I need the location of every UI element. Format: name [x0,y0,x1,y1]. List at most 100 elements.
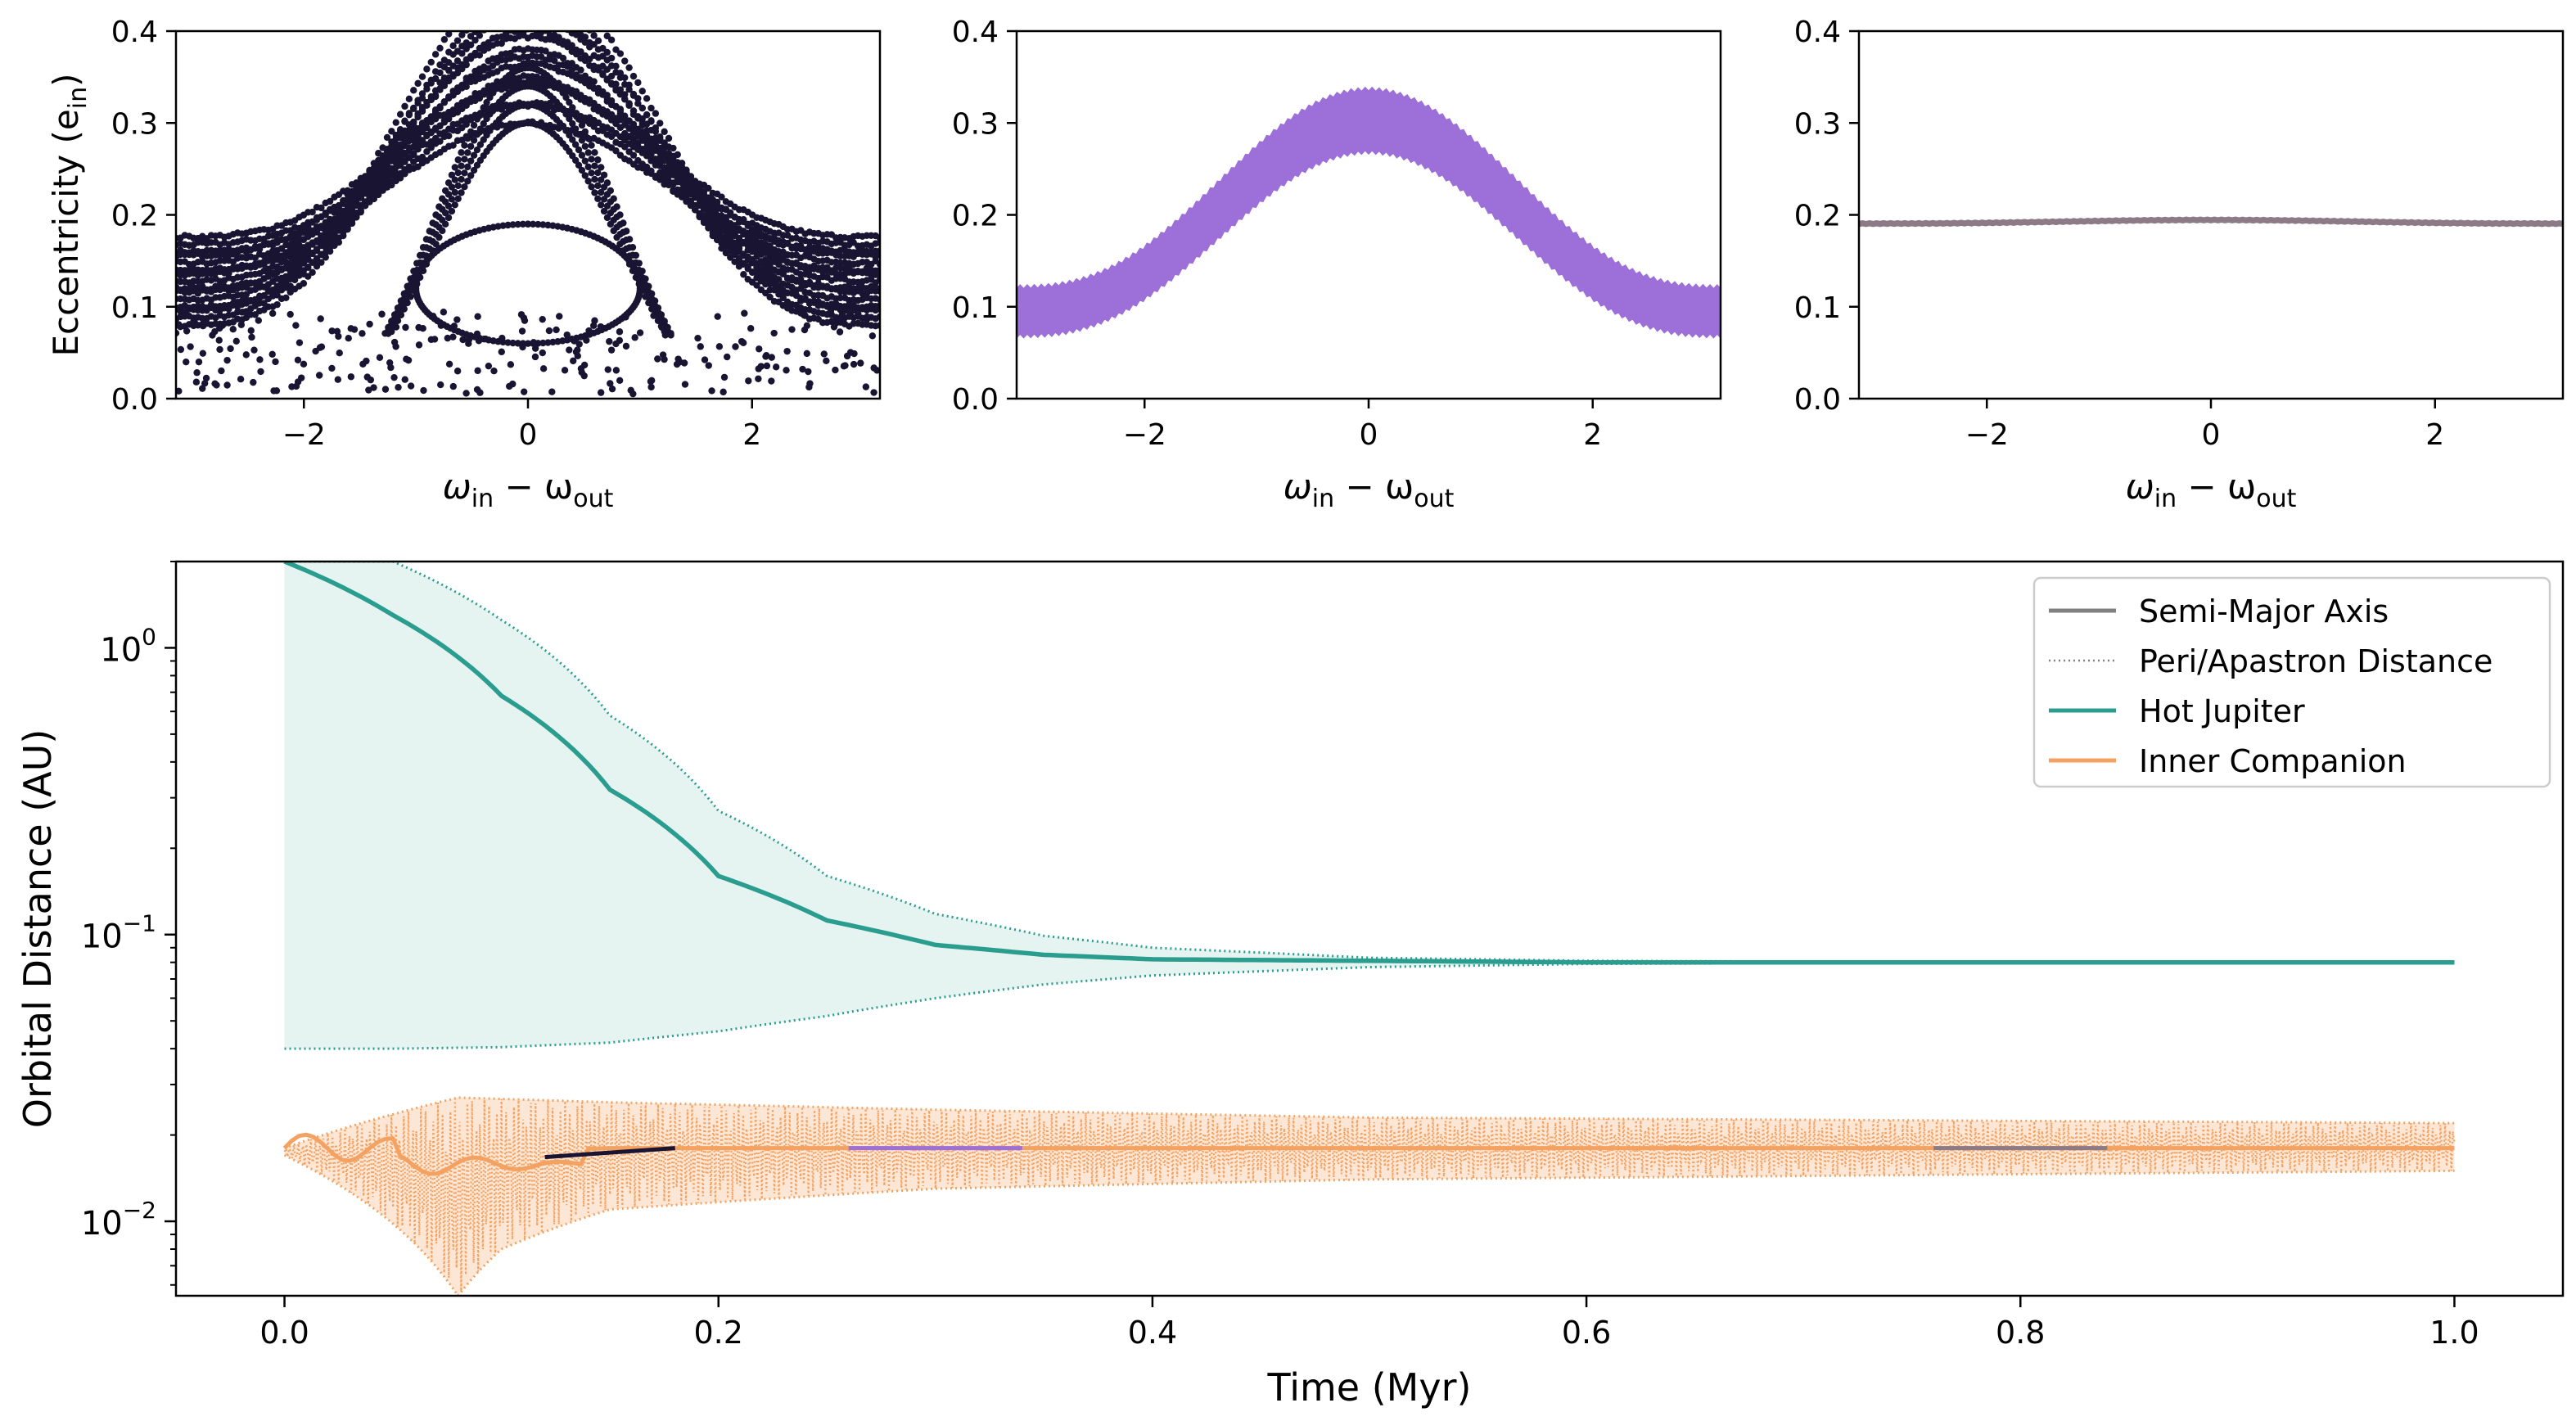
scatter-point [453,316,461,323]
scatter-point [735,243,743,250]
scatter-point [370,186,378,193]
scatter-point [607,72,616,80]
scatter-point [580,372,588,380]
scatter-point [504,221,512,229]
scatter-point [255,317,262,324]
scatter-point [709,232,716,240]
scatter-point [507,0,513,1]
scatter-point [344,201,351,209]
scatter-point [590,78,598,85]
scatter-point [451,164,459,171]
scatter-point [286,282,294,290]
scatter-point [621,74,629,82]
eccentricity-band [1016,86,1721,340]
scatter-point [353,212,360,219]
scatter-point [864,313,871,321]
scatter-point [335,225,343,232]
scatter-point [525,9,531,16]
scatter-point [621,143,629,151]
scatter-point [841,362,849,369]
x-tick-label: 0.6 [1562,1315,1611,1351]
scatter-point [753,253,760,260]
scatter-point [209,332,216,339]
scatter-point [440,309,448,316]
scatter-point [489,1,496,7]
scatter-point [379,144,386,151]
scatter-point [607,380,614,387]
scatter-point [578,151,586,159]
scatter-point [578,166,586,174]
scatter-point [481,335,489,343]
scatter-point [803,322,811,330]
scatter-point [216,345,223,354]
scatter-point [830,323,838,331]
scatter-point [674,165,681,172]
y-tick-label: 0.1 [1794,291,1841,325]
scatter-point [361,198,369,206]
scatter-point [709,207,716,215]
scatter-point [648,290,656,298]
scatter-point [463,7,470,13]
p2-ticks: −2 0 2 0.0 0.1 0.2 0.3 0.4 [952,16,1602,452]
scatter-point [597,176,605,183]
scatter-point [634,95,642,102]
scatter-point [474,367,481,375]
scatter-point [652,128,660,135]
scatter-point [573,12,580,19]
scatter-point [473,115,481,123]
scatter-point [347,373,355,381]
scatter-point [397,297,405,304]
scatter-point [547,0,553,1]
scatter-point [423,119,431,127]
scatter-point [467,1,474,7]
scatter-point [326,227,334,234]
scatter-point [461,156,468,163]
scatter-point [731,239,738,246]
scatter-point [573,0,580,2]
scatter-point [608,385,616,393]
scatter-point [741,309,748,317]
scatter-point [687,199,695,207]
scatter-point [632,251,640,259]
scatter-point [577,16,584,23]
scatter-point [870,389,877,396]
scatter-point [687,173,695,180]
scatter-point [529,8,535,15]
scatter-point [621,57,629,65]
scatter-point [766,263,774,270]
scatter-point [471,49,479,57]
scatter-point [445,93,453,101]
scatter-point [471,36,479,44]
p2-axes-frame [1015,29,1722,400]
scatter-point [187,343,194,350]
scatter-point [403,355,410,363]
scatter-point [366,166,373,174]
scatter-point [643,151,651,160]
scatter-point [616,50,625,57]
scatter-point [607,54,616,62]
panel-top-left: −2 0 2 0.0 0.1 0.2 0.3 0.4 Eccentricity (ein) ω… [46,0,882,513]
scatter-point [578,137,586,144]
scatter-point [571,156,580,165]
scatter-point [582,4,589,11]
scatter-point [503,8,509,15]
scatter-point [461,142,468,149]
scatter-point [485,38,492,47]
scatter-point [555,0,562,4]
scatter-point [340,208,347,216]
scatter-point [383,133,391,142]
scatter-point [620,219,627,227]
scatter-point [480,63,488,70]
scatter-point [431,110,440,117]
legend: Semi-Major Axis Peri/Apastron Distance Hot… [2032,576,2551,788]
scatter-point [392,119,399,126]
scatter-point [480,104,487,111]
scatter-point [622,342,630,350]
scatter-point [597,201,605,209]
scatter-point [335,216,343,224]
scatter-point [182,309,190,317]
x-tick-label: 1.0 [2429,1315,2479,1351]
scatter-point [458,12,465,19]
